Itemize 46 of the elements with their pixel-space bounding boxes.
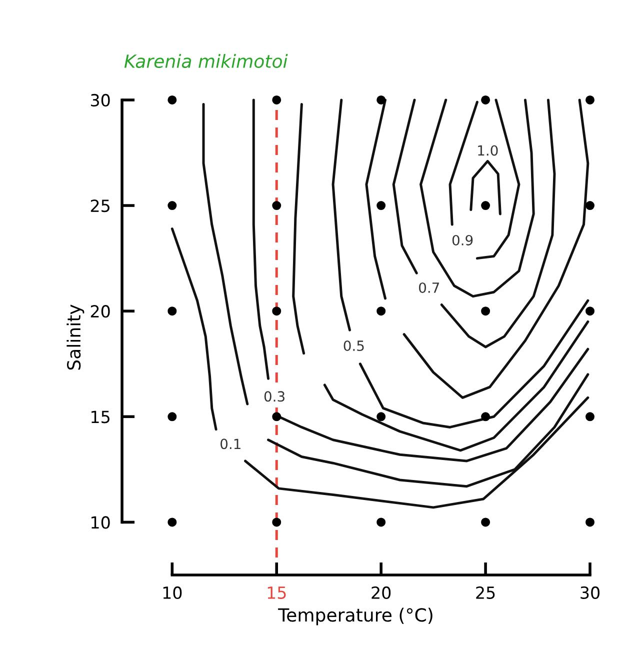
point xyxy=(376,306,386,316)
point xyxy=(272,412,282,422)
x-tick-label: 20 xyxy=(372,586,391,599)
series-label: 0.7 xyxy=(419,282,439,293)
point xyxy=(272,306,282,316)
x-tick-label: 15 xyxy=(268,586,286,599)
x-tick-label: 30 xyxy=(580,586,600,599)
point xyxy=(481,518,490,527)
chart-title: Karenia mikimotoi xyxy=(124,54,288,68)
y-axis-title: Salinity xyxy=(66,304,84,370)
point xyxy=(168,306,177,316)
y-tick-label: 30 xyxy=(90,94,110,107)
y-tick-label: 20 xyxy=(90,305,110,318)
point xyxy=(168,95,177,104)
point xyxy=(481,412,490,422)
point xyxy=(376,95,386,104)
point xyxy=(376,412,386,422)
point xyxy=(168,412,177,422)
point xyxy=(481,306,490,316)
series-label: 0.1 xyxy=(220,438,240,450)
point xyxy=(168,518,177,527)
point xyxy=(586,201,594,210)
point xyxy=(586,518,594,527)
point xyxy=(272,201,282,210)
x-axis-title: Temperature (°C) xyxy=(278,608,432,626)
point xyxy=(586,412,594,422)
point xyxy=(376,518,386,527)
point xyxy=(586,306,594,316)
x-tick-label: 25 xyxy=(476,586,495,599)
series-label: 0.5 xyxy=(344,340,364,352)
line-series xyxy=(420,98,535,298)
line-series xyxy=(470,160,502,216)
x-tick-label: 10 xyxy=(163,586,182,599)
y-tick-label: 15 xyxy=(92,410,110,424)
series-label: 1.0 xyxy=(478,145,498,156)
point xyxy=(272,95,282,104)
series-label: 0.9 xyxy=(452,234,473,246)
point xyxy=(481,201,490,210)
point xyxy=(168,201,177,210)
point xyxy=(481,95,490,104)
y-tick-label: 25 xyxy=(90,199,110,212)
point xyxy=(586,95,594,104)
point xyxy=(376,201,386,210)
series-label: 0.3 xyxy=(264,391,284,402)
y-tick-label: 10 xyxy=(92,516,110,529)
point xyxy=(272,518,282,527)
